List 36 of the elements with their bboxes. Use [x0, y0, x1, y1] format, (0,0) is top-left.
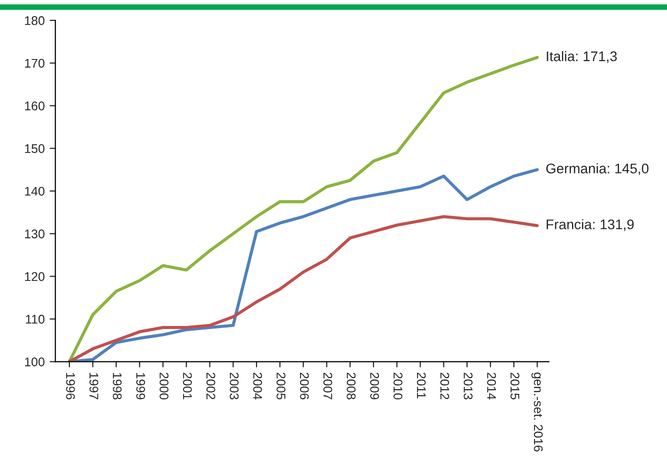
y-tick-label: 180 — [25, 16, 44, 26]
line-series — [68, 215, 539, 362]
y-tick-label: 130 — [25, 229, 44, 238]
x-tick-label: 1996 — [66, 373, 75, 400]
x-tick-label: 2014 — [487, 372, 496, 400]
x-tick-label: 2013 — [464, 372, 473, 400]
x-tick-label: 2005 — [276, 372, 286, 400]
x-tick-label: 1998 — [112, 373, 122, 400]
x-tick-label: 2011 — [416, 372, 426, 398]
x-tick-label: 2009 — [370, 372, 379, 400]
x-tick-label: 2007 — [323, 372, 332, 400]
y-tick-label: 150 — [25, 144, 44, 154]
x-tick-label: gen.-set. 2016 — [531, 372, 543, 452]
x-tick-label: 2006 — [300, 372, 309, 400]
y-tick-label: 120 — [25, 272, 44, 281]
x-tick-label: 2012 — [440, 372, 450, 400]
y-tick-label: 100 — [25, 357, 44, 366]
annotation: Germania: 145,0 — [546, 163, 648, 176]
line-series — [68, 56, 539, 362]
annotation: Italia: 171,3 — [546, 51, 617, 63]
y-tick-label: 160 — [25, 102, 44, 110]
x-tick-label: 2010 — [394, 372, 402, 400]
y-tick-label: 170 — [25, 58, 44, 68]
line-series — [68, 168, 539, 362]
x-tick-label: 2015 — [510, 372, 520, 400]
x-tick-label: 2008 — [346, 372, 356, 400]
x-tick-label: 2000 — [160, 372, 168, 400]
x-tick-label: 2002 — [206, 372, 216, 400]
y-tick-label: 110 — [26, 314, 44, 324]
x-tick-label: 2003 — [230, 372, 239, 400]
y-tick-label: 140 — [25, 186, 44, 196]
x-tick-label: 2004 — [253, 372, 262, 400]
x-tick-label: 2001 — [183, 372, 192, 400]
annotation: Francia: 131,9 — [546, 219, 634, 231]
x-tick-label: 1997 — [89, 373, 98, 400]
x-tick-label: 1999 — [136, 373, 146, 400]
